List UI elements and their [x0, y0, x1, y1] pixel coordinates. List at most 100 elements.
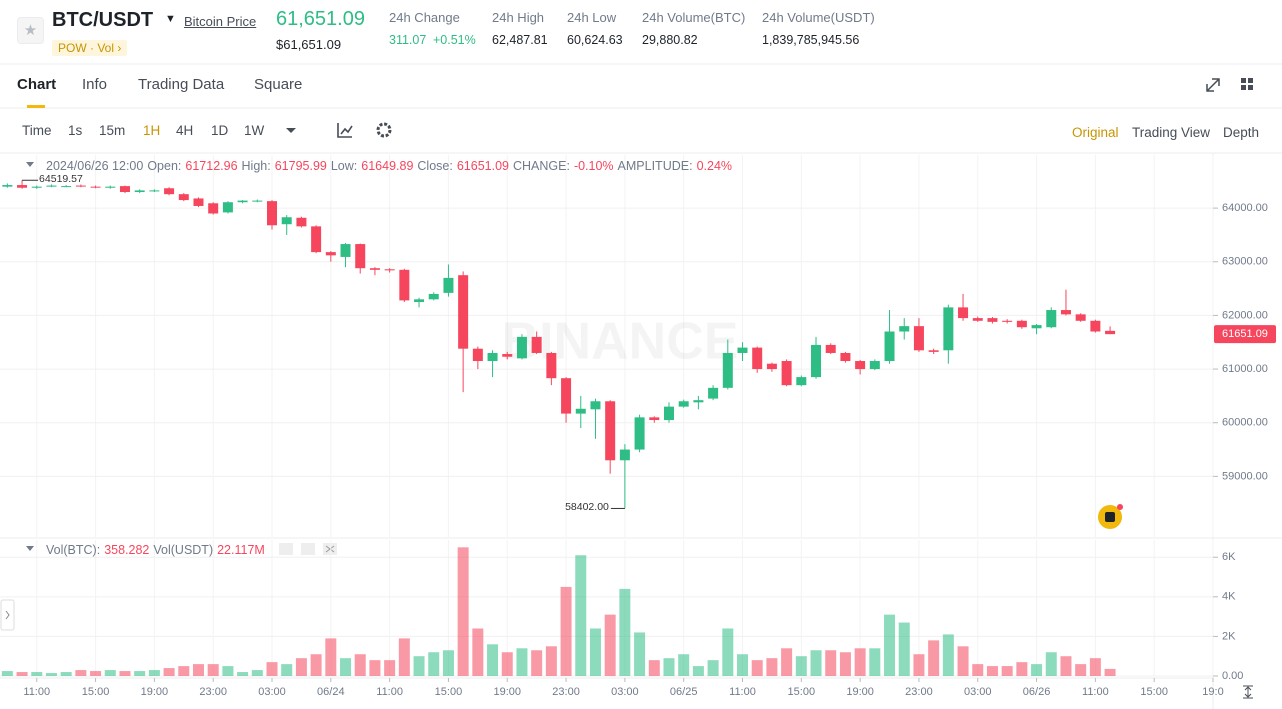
- candle-body: [1002, 320, 1013, 322]
- volume-bar: [1089, 658, 1101, 676]
- symbol-dropdown[interactable]: ▼: [165, 13, 176, 25]
- volume-bar: [898, 622, 910, 676]
- tab[interactable]: Chart: [17, 76, 57, 93]
- interval[interactable]: 15m: [99, 123, 126, 138]
- vol-settings[interactable]: [301, 543, 315, 555]
- interval[interactable]: 1W: [244, 123, 265, 138]
- volume-bar: [604, 614, 616, 676]
- interval[interactable]: 1s: [68, 123, 83, 138]
- y-tick-label: 60000.00: [1222, 417, 1268, 429]
- fullscreen-icon[interactable]: [1206, 78, 1220, 92]
- volume-bar: [810, 650, 822, 676]
- candle-body: [17, 185, 28, 188]
- candle-body: [811, 344, 822, 378]
- volume-bar: [545, 646, 557, 676]
- volume-bar: [942, 634, 954, 676]
- vol-hide[interactable]: [279, 543, 293, 555]
- legend-label: Open:: [147, 159, 182, 173]
- stat-value: +0.51%: [433, 33, 476, 47]
- candle-body: [355, 244, 366, 269]
- volume-bar: [384, 660, 396, 676]
- interval[interactable]: 1H: [143, 123, 161, 138]
- candle-body: [855, 361, 866, 370]
- candle-body: [384, 269, 395, 271]
- tag[interactable]: Vol: [97, 41, 115, 55]
- volume-bar: [1016, 662, 1028, 676]
- volume-bar: [1001, 666, 1013, 676]
- candle-body: [502, 354, 513, 357]
- volume-bar: [972, 664, 984, 676]
- last-price-label: 61651.09: [1222, 328, 1268, 340]
- volume-bar: [222, 666, 234, 676]
- interval[interactable]: Time: [22, 123, 52, 138]
- candle-body: [31, 186, 42, 188]
- volume-bar: [163, 668, 175, 676]
- x-tick-label: 19:0: [1202, 686, 1223, 698]
- volume-bar: [90, 671, 102, 676]
- interval[interactable]: 4H: [176, 123, 194, 138]
- candle-body: [61, 186, 72, 188]
- legend-label: Close:: [417, 159, 453, 173]
- tab[interactable]: Square: [254, 76, 303, 93]
- interval[interactable]: 1D: [211, 123, 229, 138]
- x-tick-label: 19:00: [141, 686, 169, 698]
- volume-bar: [928, 640, 940, 676]
- volume-bar: [884, 614, 896, 676]
- candle-body: [1090, 320, 1101, 332]
- candle-body: [619, 449, 630, 461]
- candle-body: [708, 387, 719, 399]
- more-intervals[interactable]: [286, 128, 296, 133]
- candle-body: [575, 408, 586, 414]
- volume-bar: [148, 670, 160, 676]
- legend-label: CHANGE:: [512, 159, 570, 173]
- candle-body: [472, 348, 483, 362]
- candle-body: [105, 186, 116, 188]
- tab[interactable]: Info: [82, 76, 108, 93]
- volume-bar: [31, 672, 43, 676]
- legend-toggle[interactable]: [26, 546, 34, 551]
- indicator-icon[interactable]: [337, 123, 353, 138]
- volume-bar: [707, 660, 719, 676]
- x-tick-label: 15:00: [788, 686, 816, 698]
- stat-label: 24h High: [492, 10, 545, 25]
- y-tick-label: 64000.00: [1222, 202, 1268, 214]
- candle-body: [531, 336, 542, 353]
- legend-label: Low:: [330, 159, 358, 173]
- view-option[interactable]: Trading View: [1132, 125, 1211, 140]
- volume-bar: [1031, 664, 1043, 676]
- volume-bar: [722, 628, 734, 676]
- legend-toggle[interactable]: [26, 162, 34, 167]
- y-tick-label: 63000.00: [1222, 256, 1268, 268]
- last-price: 61,651.09: [276, 8, 365, 30]
- candle-body: [1075, 314, 1086, 321]
- favorite-button[interactable]: ★: [17, 17, 44, 44]
- volume-bar: [1104, 668, 1116, 676]
- stat-value: 60,624.63: [567, 33, 623, 47]
- axis-settings[interactable]: [1243, 685, 1253, 699]
- stat-label: 24h Volume(BTC): [642, 10, 746, 25]
- stat-value: 29,880.82: [642, 33, 698, 47]
- candle-body: [840, 352, 851, 362]
- volume-bar: [192, 664, 204, 676]
- x-tick-label: 15:00: [82, 686, 110, 698]
- side-toggle-icon: [5, 610, 10, 620]
- y-tick-label: 2K: [1222, 630, 1236, 642]
- legend-value: -0.10%: [573, 159, 614, 173]
- chart-icons: [26, 78, 1253, 699]
- price-link[interactable]: Bitcoin Price: [184, 14, 257, 29]
- layout-icon[interactable]: [1241, 78, 1253, 90]
- settings-icon[interactable]: [376, 122, 392, 138]
- view-option[interactable]: Original: [1072, 125, 1119, 140]
- tab[interactable]: Trading Data: [138, 76, 225, 93]
- side-toggle[interactable]: [0, 599, 15, 631]
- candle-body: [972, 318, 983, 321]
- y-tick-label: 6K: [1222, 551, 1236, 563]
- tag[interactable]: POW: [58, 41, 87, 55]
- view-option[interactable]: Depth: [1223, 125, 1260, 140]
- y-tick-label: 4K: [1222, 591, 1236, 603]
- legend-label: AMPLITUDE:: [617, 159, 693, 173]
- x-tick-label: 06/25: [670, 686, 698, 698]
- ohlc-legend: 2024/06/26 12:00 Open: 61712.96 High: 61795.…: [46, 159, 736, 173]
